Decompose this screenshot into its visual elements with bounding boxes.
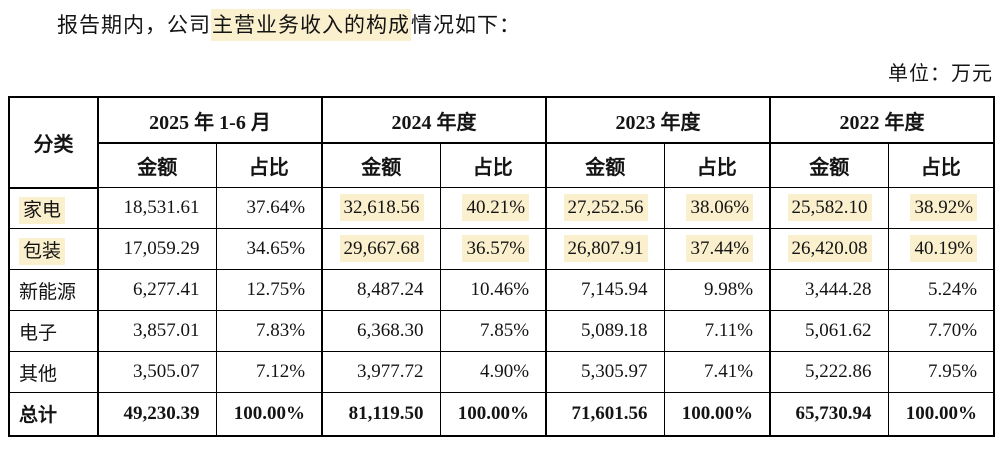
table-cell: 40.21% xyxy=(439,187,547,229)
intro-sentence: 报告期内，公司主营业务收入的构成情况如下： xyxy=(57,9,521,41)
col-header-2025h1: 2025 年 1-6 月 xyxy=(96,96,323,144)
ratio-sub-header-0: 占比 xyxy=(215,142,323,188)
highlight-mark: 32,618.56 xyxy=(339,194,424,221)
table-cell: 5,089.18 xyxy=(545,310,665,352)
table-cell: 71,601.56 xyxy=(545,392,665,436)
highlight-mark: 38.06% xyxy=(686,194,754,221)
row-label-总计: 总计 xyxy=(8,392,99,436)
ratio-sub-header-1: 占比 xyxy=(439,142,547,188)
row-label-电子: 电子 xyxy=(8,310,99,352)
highlight-mark: 40.21% xyxy=(462,194,530,221)
ratio-sub-header-2: 占比 xyxy=(663,142,771,188)
table-cell: 38.92% xyxy=(887,187,995,229)
table-row-其他: 其他 3,505.07 7.12% 3,977.72 4.90% 5,305.97 7.41… xyxy=(8,351,995,393)
highlight-mark: 25,582.10 xyxy=(787,194,872,221)
table-cell: 6,277.41 xyxy=(97,269,217,311)
table-cell: 7.12% xyxy=(215,351,323,393)
table-cell: 5,305.97 xyxy=(545,351,665,393)
table-cell: 8,487.24 xyxy=(321,269,441,311)
table-cell: 6,368.30 xyxy=(321,310,441,352)
col-header-2023: 2023 年度 xyxy=(545,96,771,144)
year-header-row: 分类 2025 年 1-6 月 2024 年度 2023 年度 2022 年度 xyxy=(8,96,995,189)
table-cell: 40.19% xyxy=(887,228,995,270)
table-cell: 7.41% xyxy=(663,351,771,393)
table-cell: 5.24% xyxy=(887,269,995,311)
table-cell: 34.65% xyxy=(215,228,323,270)
row-label-其他: 其他 xyxy=(8,351,99,393)
table-cell: 3,444.28 xyxy=(769,269,889,311)
highlight-mark: 包装 xyxy=(19,237,66,265)
table-cell: 81,119.50 xyxy=(321,392,441,436)
table-cell: 29,667.68 xyxy=(321,228,441,270)
table-cell: 27,252.56 xyxy=(545,187,665,229)
table-cell: 7.70% xyxy=(887,310,995,352)
table-cell: 7.95% xyxy=(887,351,995,393)
table-cell: 100.00% xyxy=(663,392,771,436)
table-cell: 3,977.72 xyxy=(321,351,441,393)
table-cell: 18,531.61 xyxy=(97,187,217,229)
table-cell: 100.00% xyxy=(887,392,995,436)
col-header-2024: 2024 年度 xyxy=(321,96,547,144)
row-label-包装: 包装 xyxy=(8,228,99,270)
table-cell: 36.57% xyxy=(439,228,547,270)
table-cell: 9.98% xyxy=(663,269,771,311)
table-cell: 26,807.91 xyxy=(545,228,665,270)
table-body: 家电 18,531.61 37.64% 32,618.56 40.21% 27,252.5… xyxy=(8,187,995,436)
table-cell: 37.64% xyxy=(215,187,323,229)
table-cell: 12.75% xyxy=(215,269,323,311)
unit-label: 单位：万元 xyxy=(888,63,993,85)
highlight-mark: 26,420.08 xyxy=(787,235,872,262)
table-cell: 38.06% xyxy=(663,187,771,229)
table-cell: 7.83% xyxy=(215,310,323,352)
col-header-2022: 2022 年度 xyxy=(769,96,995,144)
table-cell: 49,230.39 xyxy=(97,392,217,436)
table-cell: 5,222.86 xyxy=(769,351,889,393)
amount-sub-header-1: 金额 xyxy=(321,142,441,188)
table-cell: 32,618.56 xyxy=(321,187,441,229)
table-row-包装: 包装 17,059.29 34.65% 29,667.68 36.57% 26,807.9… xyxy=(8,228,995,270)
table-cell: 17,059.29 xyxy=(97,228,217,270)
table-cell: 3,857.01 xyxy=(97,310,217,352)
highlight-mark: 家电 xyxy=(19,196,66,224)
highlight-mark: 29,667.68 xyxy=(339,235,424,262)
row-label-家电: 家电 xyxy=(8,187,99,229)
table-cell: 10.46% xyxy=(439,269,547,311)
highlight-mark: 36.57% xyxy=(462,235,530,262)
row-label-新能源: 新能源 xyxy=(8,269,99,311)
table-cell: 65,730.94 xyxy=(769,392,889,436)
highlight-mark: 38.92% xyxy=(910,194,978,221)
amount-sub-header-2: 金额 xyxy=(545,142,665,188)
amount-sub-header-0: 金额 xyxy=(97,142,217,188)
highlight-mark: 40.19% xyxy=(910,235,978,262)
table-cell: 26,420.08 xyxy=(769,228,889,270)
table-row-新能源: 新能源 6,277.41 12.75% 8,487.24 10.46% 7,145.94 9… xyxy=(8,269,995,311)
table-header: 分类 2025 年 1-6 月 2024 年度 2023 年度 2022 年度 … xyxy=(8,96,995,189)
table-cell: 7.11% xyxy=(663,310,771,352)
table-cell: 5,061.62 xyxy=(769,310,889,352)
intro-suffix: 情况如下： xyxy=(411,13,521,37)
ratio-sub-header-3: 占比 xyxy=(887,142,995,188)
intro-highlighted-phrase: 主营业务收入的构成 xyxy=(211,9,411,41)
table-cell: 4.90% xyxy=(439,351,547,393)
highlight-mark: 26,807.91 xyxy=(563,235,648,262)
table-cell: 100.00% xyxy=(439,392,547,436)
revenue-composition-table: 分类 2025 年 1-6 月 2024 年度 2023 年度 2022 年度 … xyxy=(8,96,996,437)
table-row-家电: 家电 18,531.61 37.64% 32,618.56 40.21% 27,252.5… xyxy=(8,187,995,229)
amount-sub-header-3: 金额 xyxy=(769,142,889,188)
table-cell: 100.00% xyxy=(215,392,323,436)
category-column-header: 分类 xyxy=(8,96,99,189)
table-cell: 7,145.94 xyxy=(545,269,665,311)
highlight-mark: 37.44% xyxy=(686,235,754,262)
table-cell: 37.44% xyxy=(663,228,771,270)
table-cell: 3,505.07 xyxy=(97,351,217,393)
intro-prefix: 报告期内，公司 xyxy=(57,13,211,37)
table-cell: 25,582.10 xyxy=(769,187,889,229)
table-row-总计: 总计 49,230.39 100.00% 81,119.50 100.00% 71,601… xyxy=(8,392,995,436)
table-cell: 7.85% xyxy=(439,310,547,352)
highlight-mark: 27,252.56 xyxy=(563,194,648,221)
table-row-电子: 电子 3,857.01 7.83% 6,368.30 7.85% 5,089.18 7.11… xyxy=(8,310,995,352)
sub-header-row: 金额 占比 金额 占比 金额 占比 金额 占比 xyxy=(9,142,995,188)
